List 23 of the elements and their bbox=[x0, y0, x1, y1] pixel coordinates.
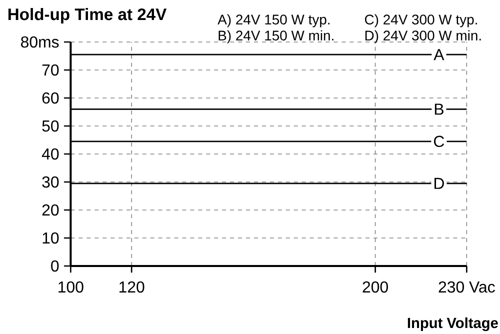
chart-title: Hold-up Time at 24V bbox=[8, 8, 167, 24]
y-tick-label: 60 bbox=[42, 92, 59, 104]
x-tick-label: 230 Vac bbox=[438, 281, 495, 293]
y-tick-label: 0 bbox=[51, 260, 59, 272]
annotation: D) 24V 300 W min. bbox=[365, 30, 481, 44]
x-tick-label: 200 bbox=[362, 281, 388, 293]
y-tick-label: 50 bbox=[42, 120, 59, 132]
text: C) 24V 300 W typ. bbox=[364, 14, 477, 28]
y-tick-label: 80ms bbox=[21, 36, 59, 48]
x-axis-title: Input Voltage bbox=[408, 317, 498, 332]
annotation: B) 24V 150 W min. bbox=[218, 30, 334, 44]
y-tick-label: 10 bbox=[42, 232, 59, 244]
x-tick-label: 100 bbox=[58, 281, 84, 293]
series-label: D bbox=[434, 178, 444, 189]
series-label: A bbox=[434, 49, 444, 60]
x-tick-label: 120 bbox=[120, 281, 144, 293]
y-tick-label: 20 bbox=[42, 204, 59, 216]
series-label: B bbox=[434, 104, 444, 115]
series-label: C bbox=[434, 136, 444, 148]
y-tick-label: 70 bbox=[42, 64, 59, 76]
y-tick-label: 30 bbox=[42, 176, 59, 188]
y-tick-label: 40 bbox=[42, 148, 59, 160]
text: A) 24V 150 W typ. bbox=[218, 14, 330, 28]
